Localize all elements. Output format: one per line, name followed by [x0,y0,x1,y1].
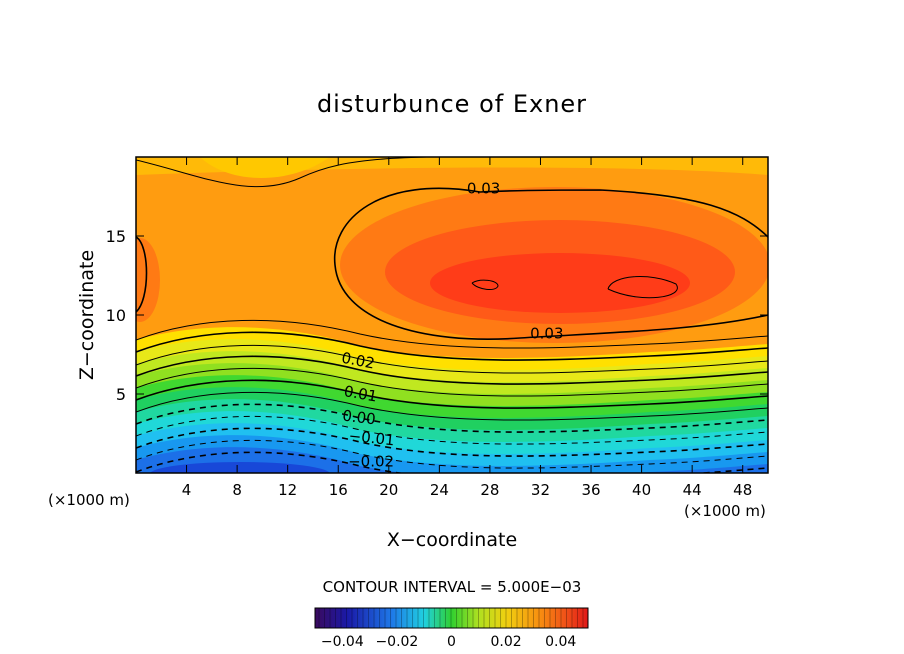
contour-line [136,427,768,457]
colorbar-tick-label: 0.02 [491,634,522,650]
colorbar-tick-label: 0 [447,634,456,650]
x-tick-label: 24 [430,481,449,499]
contour-line [136,379,768,409]
x-tick-label: 4 [182,481,192,499]
x-unit-left: (×1000 m) [48,491,130,509]
contour-line [136,403,768,433]
contour-0.03 [333,187,768,340]
field-max-core [430,253,690,313]
contour-0.03-left [136,236,148,313]
x-tick-label: 44 [683,481,702,499]
contour-line [136,331,768,361]
y-tick-label: 15 [106,227,126,246]
contour-lines [136,157,768,473]
colorbar-tick-label: −0.04 [321,634,364,650]
x-tick-label: 48 [733,481,752,499]
colorbar-frame [314,607,589,629]
chart-title: disturbunce of Exner [317,90,587,118]
colorbar-fill [315,608,588,628]
contour-label: 0.03 [467,179,500,197]
contour-line [136,367,768,397]
contour-line [136,415,768,445]
contour-line [136,319,768,349]
field-min [150,462,330,473]
contour-interval-text: CONTOUR INTERVAL = 5.000E−03 [323,578,582,596]
contour-label: −0.01 [348,427,396,450]
x-tick-label: 36 [581,481,600,499]
contour-top [136,157,768,188]
field-left-max [136,238,160,322]
field-top-notch [200,157,330,178]
contour-label: 0.01 [343,382,379,406]
colorbar-tick-label: −0.02 [375,634,418,650]
y-tick-label: 10 [106,306,126,325]
contour-label: 0.03 [530,325,563,343]
contour-line [136,391,768,421]
contour-label: 0.00 [341,407,376,429]
y-tick-label: 5 [116,385,126,404]
contour-label: −0.02 [348,453,394,471]
contour-line [136,451,768,473]
colorbar-tick-label: 0.04 [545,634,576,650]
x-axis-label: X−coordinate [387,529,517,551]
x-tick-label: 40 [632,481,651,499]
contour-line [136,344,768,374]
contour-line [136,355,768,385]
x-axis-ticks: 4 8 12 16 20 24 28 32 36 40 44 48 [182,157,752,499]
contour-line [136,439,768,469]
x-unit-right: (×1000 m) [684,502,766,520]
y-axis-ticks: 5 10 15 [106,227,768,404]
y-axis-label: Z−coordinate [76,250,98,380]
x-tick-label: 32 [531,481,550,499]
x-tick-label: 28 [480,481,499,499]
colorbar-tick-labels: −0.04 −0.02 0 0.02 0.04 [321,634,577,650]
colorbar: −0.04 −0.02 0 0.02 0.04 [314,607,589,650]
x-tick-label: 12 [278,481,297,499]
x-tick-label: 20 [379,481,398,499]
contour-local-max-a [471,279,499,291]
colorbar-stripes [318,608,584,628]
contour-local-max-b [607,276,678,299]
x-tick-label: 8 [232,481,242,499]
x-tick-label: 16 [329,481,348,499]
